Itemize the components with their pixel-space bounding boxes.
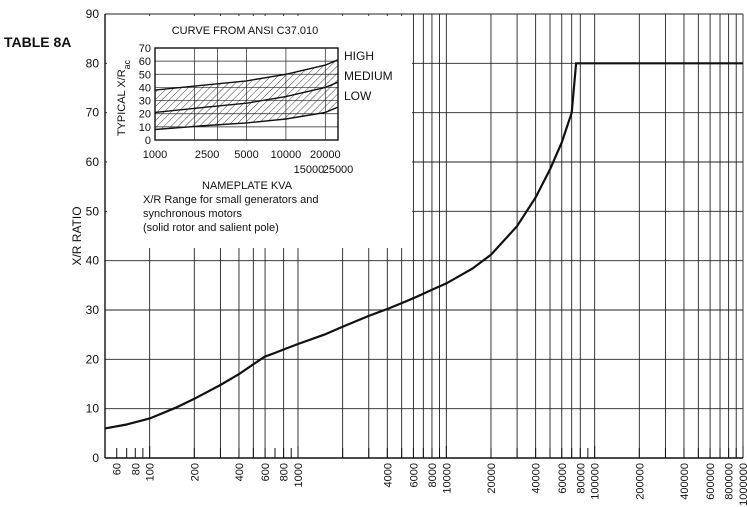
inset-curve-label: LOW bbox=[344, 89, 372, 103]
x-tick-label: 1000000 bbox=[738, 463, 747, 506]
inset-x-tick-label: 1000 bbox=[143, 149, 167, 161]
x-tick-label: 400 bbox=[234, 463, 246, 481]
table-label-text: TABLE 8A bbox=[4, 34, 72, 50]
x-tick-label: 8000 bbox=[427, 463, 439, 487]
table-label: TABLE 8A bbox=[4, 34, 71, 52]
x-tick-label: 200000 bbox=[634, 463, 646, 500]
x-tick-label: 1000 bbox=[293, 463, 305, 487]
inset-y-tick-label: 30 bbox=[139, 96, 151, 108]
y-tick-label: 90 bbox=[86, 7, 100, 21]
inset-y-tick-label: 50 bbox=[139, 69, 151, 81]
inset-x-tick-label: 25000 bbox=[323, 164, 354, 176]
inset-y-tick-label: 70 bbox=[139, 43, 151, 55]
inset-x-tick-label: 10000 bbox=[271, 149, 302, 161]
x-tick-label: 400000 bbox=[679, 463, 691, 500]
inset-x-tick-label: 5000 bbox=[234, 149, 258, 161]
inset-y-tick-label: 60 bbox=[139, 56, 151, 68]
inset-x-tick-label: 15000 bbox=[294, 164, 325, 176]
x-tick-label: 80 bbox=[130, 463, 142, 475]
main-axes bbox=[104, 14, 743, 459]
inset-caption-line: X/R Range for small generators and bbox=[143, 194, 318, 206]
inset-y-tick-label: 40 bbox=[139, 82, 151, 94]
inset-x-axis-label: NAMEPLATE KVA bbox=[202, 180, 293, 192]
y-tick-label: 30 bbox=[86, 303, 100, 317]
inset-y-tick-label: 0 bbox=[145, 135, 151, 147]
x-tick-label: 600 bbox=[260, 463, 272, 481]
y-tick-label: 70 bbox=[86, 106, 100, 120]
x-tick-label: 4000 bbox=[382, 463, 394, 487]
x-tick-label: 80000 bbox=[575, 463, 587, 494]
inset-curve-label: HIGH bbox=[344, 49, 374, 63]
x-tick-label: 800 bbox=[279, 463, 291, 481]
y-tick-label: 50 bbox=[86, 204, 100, 218]
x-tick-label: 600000 bbox=[705, 463, 717, 500]
x-tick-label: 60000 bbox=[557, 463, 569, 494]
y-tick-label: 40 bbox=[86, 254, 100, 268]
x-tick-label: 100000 bbox=[590, 463, 602, 500]
x-tick-label: 6000 bbox=[408, 463, 420, 487]
y-tick-label: 80 bbox=[86, 56, 100, 70]
inset-caption-line: synchronous motors bbox=[143, 208, 243, 220]
x-tick-label: 100 bbox=[145, 463, 157, 481]
x-tick-label: 10000 bbox=[441, 463, 453, 494]
x-tick-label: 40000 bbox=[531, 463, 543, 494]
inset-y-axis-label-sub: ac bbox=[122, 59, 132, 69]
x-tick-label: 60 bbox=[112, 463, 124, 475]
main-ticks bbox=[104, 446, 744, 458]
inset-curve-low bbox=[154, 106, 339, 131]
x-tick-label: 800000 bbox=[724, 463, 736, 500]
inset-curve-label: MEDIUM bbox=[344, 69, 393, 83]
inset-y-tick-label: 10 bbox=[139, 122, 151, 134]
y-tick-label: 10 bbox=[86, 402, 100, 416]
y-tick-label: 60 bbox=[86, 155, 100, 169]
inset-caption-line: (solid rotor and salient pole) bbox=[143, 222, 279, 234]
inset-x-tick-label: 20000 bbox=[310, 149, 341, 161]
x-tick-label: 200 bbox=[189, 463, 201, 481]
inset-range-band bbox=[155, 59, 338, 130]
inset-curve-high bbox=[154, 59, 339, 91]
y-tick-label: 0 bbox=[92, 451, 99, 465]
main-series bbox=[104, 62, 743, 430]
inset-x-tick-label: 2500 bbox=[195, 149, 219, 161]
y-axis-label: X/R RATIO bbox=[70, 206, 84, 265]
x-r-curve bbox=[104, 62, 743, 430]
inset-y-tick-label: 20 bbox=[139, 109, 151, 121]
inset-background bbox=[107, 16, 412, 248]
x-tick-label: 20000 bbox=[486, 463, 498, 494]
inset-curve-medium bbox=[154, 81, 339, 114]
main-labels: 0102030405060708090607080608010020040060… bbox=[70, 7, 747, 506]
y-tick-label: 20 bbox=[86, 352, 100, 366]
inset-title: CURVE FROM ANSI C37.010 bbox=[172, 25, 319, 37]
